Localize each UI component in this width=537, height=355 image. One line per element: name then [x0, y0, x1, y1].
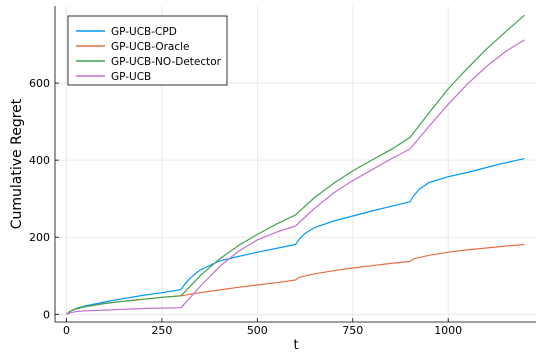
y-tick-label: 200 [29, 231, 50, 244]
x-tick-label: 1000 [434, 324, 462, 337]
y-tick-label: 0 [43, 308, 50, 321]
x-tick-label: 750 [342, 324, 363, 337]
legend-label: GP-UCB-Oracle [111, 41, 190, 53]
legend-label: GP-UCB [111, 71, 151, 83]
x-axis-label: t [293, 338, 298, 351]
legend-label: GP-UCB-CPD [111, 26, 177, 38]
x-tick-label: 0 [63, 324, 70, 337]
tick-labels: 0 250 500 750 1000 0 200 400 600 [29, 77, 462, 337]
y-tick-label: 400 [29, 154, 50, 167]
legend-box [67, 15, 228, 86]
y-axis-label: Cumulative Regret [9, 98, 25, 229]
x-tick-label: 500 [247, 324, 268, 337]
legend-label: GP-UCB-NO-Detector [111, 56, 222, 68]
series-line-gp-ucb [66, 39, 525, 315]
x-tick-label: 250 [151, 324, 172, 337]
series-line-gp-ucb-no-detector [66, 14, 525, 315]
legend: GP-UCB-CPD GP-UCB-Oracle GP-UCB-NO-Detecto… [67, 15, 228, 86]
y-tick-label: 600 [29, 77, 50, 90]
axes [54, 6, 536, 323]
series-line-gp-ucb-cpd [66, 158, 525, 315]
series-lines [66, 14, 525, 315]
